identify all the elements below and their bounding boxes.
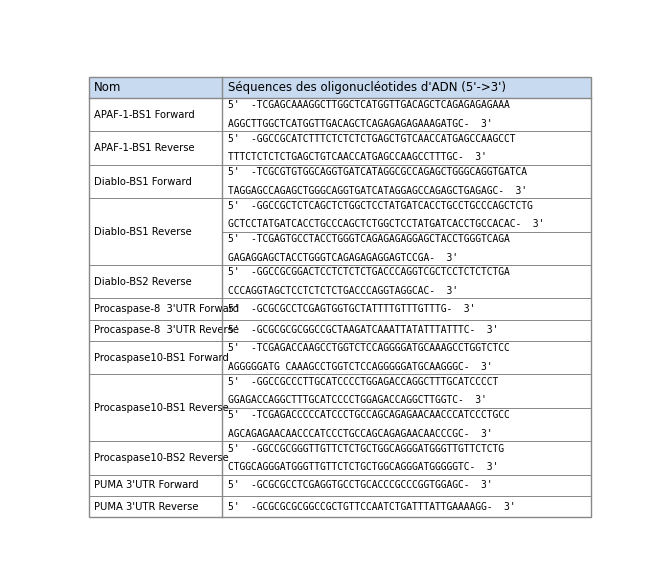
Text: APAF-1-BS1 Reverse: APAF-1-BS1 Reverse [94,143,195,153]
Text: Diablo-BS1 Forward: Diablo-BS1 Forward [94,176,192,186]
Text: 5'  -GGCCGCATCTTTCTCTCTCTGAGCTGTCAACCATGAGCCAAGCCT: 5' -GGCCGCATCTTTCTCTCTCTGAGCTGTCAACCATGA… [228,133,516,143]
Text: AGGCTTGGCTCATGGTTGACAGCTCAGAGAGAGAAAGATGC-  3': AGGCTTGGCTCATGGTTGACAGCTCAGAGAGAGAAAGATG… [228,119,493,129]
Text: 5'  -TCGAGACCCCCATCCCTGCCAGCAGAGAACAACCCATCCCTGCC: 5' -TCGAGACCCCCATCCCTGCCAGCAGAGAACAACCCA… [228,410,510,420]
Text: 5'  -GGCCGCGGACTCCTCTCTCTGACCCAGGTCGCTCCTCTCTCTGA: 5' -GGCCGCGGACTCCTCTCTCTGACCCAGGTCGCTCCT… [228,268,510,278]
Bar [89,375,592,408]
Bar [89,299,592,320]
Bar [89,232,592,265]
Text: Procaspase-8  3'UTR Reverse: Procaspase-8 3'UTR Reverse [94,325,239,335]
Text: AGCAGAGAACAACCCATCCCTGCCAGCAGAGAACAACCCGC-  3': AGCAGAGAACAACCCATCCCTGCCAGCAGAGAACAACCCG… [228,429,493,439]
Text: GCTCCTATGATCACCTGCCCAGCTCTGGCTCCTATGATCACCTGCCACAC-  3': GCTCCTATGATCACCTGCCCAGCTCTGGCTCCTATGATCA… [228,219,544,229]
Text: TAGGAGCCAGAGCTGGGCAGGTGATCATAGGAGCCAGAGCTGAGAGC-  3': TAGGAGCCAGAGCTGGGCAGGTGATCATAGGAGCCAGAGC… [228,186,527,196]
Bar [89,475,592,496]
Text: Diablo-BS1 Reverse: Diablo-BS1 Reverse [94,226,192,236]
Bar [89,320,592,341]
Text: 5'  -GGCCGCTCTCAGCTCTGGCTCCTATGATCACCTGCCTGCCCAGCTCTG: 5' -GGCCGCTCTCAGCTCTGGCTCCTATGATCACCTGCC… [228,201,533,211]
Text: 5'  -GGCCGCCCTTGCATCCCCTGGAGACCAGGCTTTGCATCCCCT: 5' -GGCCGCCCTTGCATCCCCTGGAGACCAGGCTTTGCA… [228,377,499,387]
Bar [89,76,592,98]
Text: Nom: Nom [94,81,122,94]
Text: Procaspase-8  3'UTR Forward: Procaspase-8 3'UTR Forward [94,304,239,314]
Bar [89,341,592,375]
Bar [89,408,592,441]
Text: 5'  -GCGCGCCTCGAGTGGTGCTATTTTGTTTGTTTG-  3': 5' -GCGCGCCTCGAGTGGTGCTATTTTGTTTGTTTG- 3… [228,304,475,314]
Text: Procaspase10-BS1 Forward: Procaspase10-BS1 Forward [94,353,228,363]
Text: 5'  -TCGAGACCAAGCCTGGTCTCCAGGGGATGCAAAGCCTGGTCTCC: 5' -TCGAGACCAAGCCTGGTCTCCAGGGGATGCAAAGCC… [228,343,510,353]
Text: AGGGGGATG CAAAGCCTGGTCTCCAGGGGGATGCAAGGGC-  3': AGGGGGATG CAAAGCCTGGTCTCCAGGGGGATGCAAGGG… [228,362,493,372]
Text: GAGAGGAGCTACCTGGGTCAGAGAGAGGAGTCCGA-  3': GAGAGGAGCTACCTGGGTCAGAGAGAGGAGTCCGA- 3' [228,253,458,263]
Text: APAF-1-BS1 Forward: APAF-1-BS1 Forward [94,110,195,120]
Text: 5'  -GGCCGCGGGTTGTTCTCTGCTGGCAGGGATGGGTTGTTCTCTG: 5' -GGCCGCGGGTTGTTCTCTGCTGGCAGGGATGGGTTG… [228,443,505,453]
Text: TTTCTCTCTCTGAGCTGTCAACCATGAGCCAAGCCTTTGC-  3': TTTCTCTCTCTGAGCTGTCAACCATGAGCCAAGCCTTTGC… [228,152,487,162]
Text: Diablo-BS2 Reverse: Diablo-BS2 Reverse [94,277,192,287]
Bar [89,198,592,232]
Text: CTGGCAGGGATGGGTTGTTCTCTGCTGGCAGGGATGGGGGTC-  3': CTGGCAGGGATGGGTTGTTCTCTGCTGGCAGGGATGGGGG… [228,462,499,472]
Text: Séquences des oligonucléotides d'ADN (5'->3'): Séquences des oligonucléotides d'ADN (5'… [228,81,507,94]
Text: GGAGACCAGGCTTTGCATCCCCTGGAGACCAGGCTTGGTC-  3': GGAGACCAGGCTTTGCATCCCCTGGAGACCAGGCTTGGTC… [228,396,487,406]
Bar [89,441,592,475]
Bar [89,265,592,299]
Text: Procaspase10-BS1 Reverse: Procaspase10-BS1 Reverse [94,403,228,413]
Text: 5'  -TCGAGCAAAGGCTTGGCTCATGGTTGACAGCTCAGAGAGAGAAA: 5' -TCGAGCAAAGGCTTGGCTCATGGTTGACAGCTCAGA… [228,101,510,111]
Text: PUMA 3'UTR Reverse: PUMA 3'UTR Reverse [94,502,199,512]
Text: 5'  -GCGCGCCTCGAGGTGCCTGCACCCGCCCGGTGGAGC-  3': 5' -GCGCGCCTCGAGGTGCCTGCACCCGCCCGGTGGAGC… [228,480,493,490]
Text: 5'  -GCGCGCGCGGCCGCTGTTCCAATCTGATTTATTGAAAAGG-  3': 5' -GCGCGCGCGGCCGCTGTTCCAATCTGATTTATTGAA… [228,502,516,512]
Text: CCCAGGTAGCTCCTCTCTCTGACCCAGGTAGGCAC-  3': CCCAGGTAGCTCCTCTCTCTGACCCAGGTAGGCAC- 3' [228,286,458,296]
Text: 5'  -GCGCGCGCGGCCGCTAAGATCAAATTATATTTATTTC-  3': 5' -GCGCGCGCGGCCGCTAAGATCAAATTATATTTATTT… [228,325,499,335]
Text: Procaspase10-BS2 Reverse: Procaspase10-BS2 Reverse [94,453,228,463]
Bar [89,496,592,517]
Bar [89,98,592,131]
Text: 5'  -TCGAGTGCCTACCTGGGTCAGAGAGAGGAGCTACCTGGGTCAGA: 5' -TCGAGTGCCTACCTGGGTCAGAGAGAGGAGCTACCT… [228,234,510,244]
Bar [89,165,592,198]
Text: PUMA 3'UTR Forward: PUMA 3'UTR Forward [94,480,199,490]
Text: 5'  -TCGCGTGTGGCAGGTGATCATAGGCGCCAGAGCTGGGCAGGTGATCA: 5' -TCGCGTGTGGCAGGTGATCATAGGCGCCAGAGCTGG… [228,167,527,177]
Bar [89,131,592,165]
